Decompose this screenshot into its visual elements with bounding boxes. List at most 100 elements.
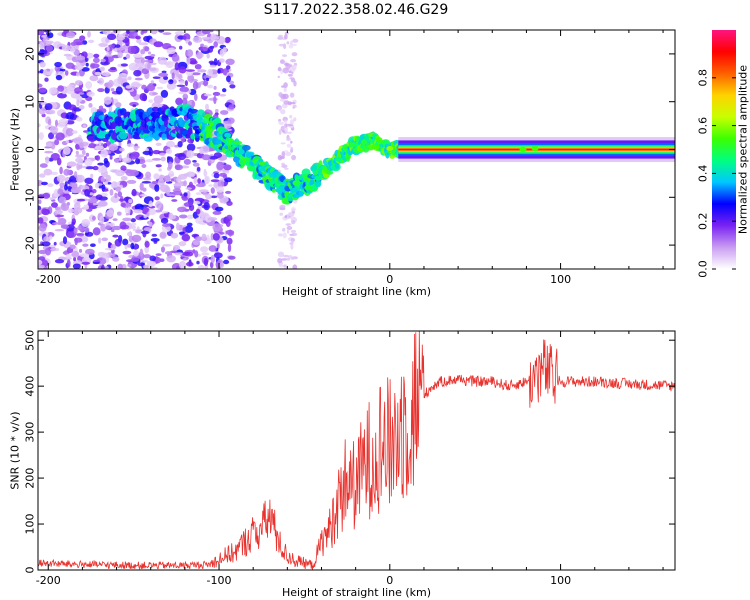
noise-speck [128,198,133,204]
noise-speck [50,87,58,95]
noise-speck [78,92,85,95]
noise-speck [165,61,174,68]
noise-speck [57,188,64,195]
noise-speck [105,174,111,183]
noise-speck [38,123,41,128]
noise-speck [112,256,120,262]
noise-speck [186,49,194,58]
noise-speck [206,53,210,59]
noise-speck [65,120,75,125]
noise-speck [109,222,115,228]
noise-speck [177,141,183,148]
noise-speck [137,262,145,267]
noise-speck [130,242,135,250]
noise-speck [115,86,123,95]
noise-speck [187,74,195,83]
noise-speck [210,195,218,199]
noise-speck [75,154,85,158]
noise-speck [208,245,217,252]
noise-speck [134,145,140,149]
noise-speck [153,41,164,48]
noise-speck [84,177,94,184]
noise-speck [131,151,139,160]
noise-speck [39,163,48,168]
noise-speck [44,150,54,154]
ridge-peak [360,139,368,145]
noise-speck [219,262,224,268]
noise-speck [227,243,232,253]
noise-speck [213,173,220,179]
ridge-peak [531,146,539,151]
noise-speck [222,88,227,93]
noise-speck [210,33,216,42]
noise-speck [168,79,174,85]
ridge-blob [152,106,159,112]
noise-speck [126,30,130,35]
noise-speck [278,43,285,47]
noise-speck [133,250,140,257]
noise-speck [162,244,172,247]
noise-speck [147,51,152,55]
noise-speck [212,91,221,96]
noise-speck [289,114,293,119]
noise-speck [71,221,76,226]
noise-speck [157,178,165,187]
noise-speck [201,36,210,40]
top-ytick-label: 0 [24,146,37,153]
noise-speck [49,244,56,248]
noise-speck [209,64,217,68]
noise-speck [278,121,284,126]
noise-speck [155,142,162,146]
colorbar: 0.0 0.2 0.4 0.6 0.8 Normalized spectral ampli… [697,30,750,278]
noise-speck [144,62,152,70]
noise-speck [84,227,90,233]
noise-speck [152,150,161,155]
noise-speck [62,146,71,155]
noise-speck [154,184,160,192]
noise-speck [213,85,217,90]
noise-speck [290,146,294,153]
ridge-blob [233,140,243,145]
noise-speck [39,61,46,68]
colorbar-tick-label: 0.4 [697,165,710,183]
noise-speck [291,240,294,245]
noise-speck [160,89,169,98]
noise-speck [194,250,199,258]
noise-speck [118,154,122,162]
noise-speck [281,151,286,157]
noise-speck [94,71,102,76]
noise-speck [178,66,187,74]
noise-speck [56,174,66,183]
noise-speck [213,41,218,48]
noise-speck [160,156,166,162]
noise-speck [148,200,153,208]
noise-speck [152,92,158,95]
noise-speck [135,229,143,234]
noise-speck [73,171,78,178]
noise-speck [228,104,235,110]
noise-speck [226,75,231,83]
noise-speck [62,236,68,245]
noise-speck [188,181,193,187]
noise-speck [106,209,114,217]
noise-speck [126,179,137,184]
noise-speck [88,197,98,204]
noise-speck [139,248,144,257]
noise-speck [189,80,193,84]
noise-speck [122,238,129,246]
noise-speck [142,264,149,269]
noise-speck [47,183,54,188]
noise-speck [282,232,287,239]
noise-speck [69,244,76,250]
noise-speck [154,209,162,213]
noise-speck [146,212,150,217]
noise-speck [65,254,72,259]
ridge-blob [228,138,234,144]
noise-speck [49,109,56,115]
noise-speck [173,190,182,196]
noise-speck [81,261,91,265]
noise-speck [91,189,97,194]
noise-speck [141,84,147,90]
noise-speck [219,172,227,177]
